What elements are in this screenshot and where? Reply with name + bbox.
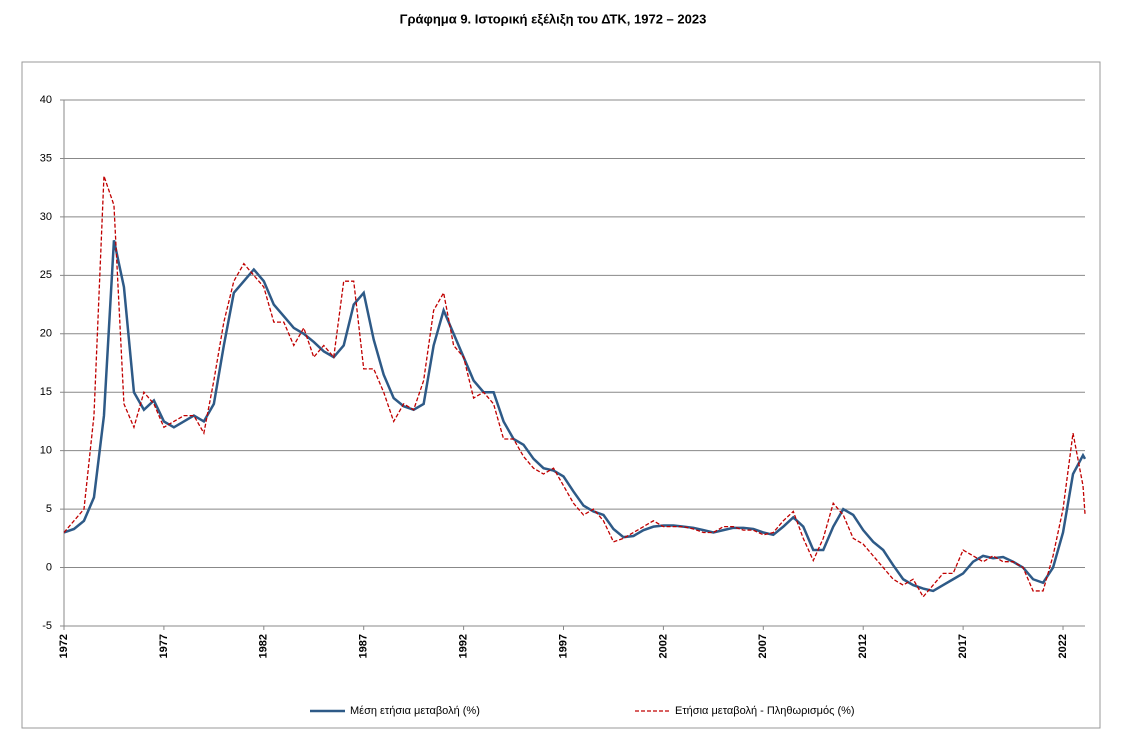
x-tick-label: 2017 (957, 634, 969, 658)
chart-title: Γράφημα 9. Ιστορική εξέλιξη του ΔΤΚ, 197… (400, 11, 707, 26)
y-tick-label: 25 (40, 269, 52, 281)
x-tick-label: 2007 (757, 634, 769, 658)
x-tick-label: 1997 (557, 634, 569, 658)
y-tick-label: 30 (40, 211, 52, 223)
y-tick-label: -5 (42, 620, 52, 632)
x-tick-label: 2012 (857, 634, 869, 658)
x-tick-label: 1987 (358, 634, 370, 658)
series-line (63, 175, 1086, 598)
y-tick-label: 35 (40, 152, 52, 164)
y-tick-label: 10 (40, 445, 52, 457)
x-tick-label: 1982 (258, 634, 270, 658)
y-tick-label: 40 (40, 94, 52, 106)
x-tick-label: 1992 (458, 634, 470, 658)
x-tick-label: 1972 (58, 634, 70, 658)
x-tick-label: 2002 (657, 634, 669, 658)
x-tick-label: 1977 (158, 634, 170, 658)
series-line (63, 240, 1087, 593)
chart-frame (21, 61, 1101, 729)
y-tick-label: 0 (46, 561, 52, 573)
legend-label: Μέση ετήσια μεταβολή (%) (350, 705, 480, 717)
y-tick-label: 20 (40, 328, 52, 340)
y-tick-label: 15 (40, 386, 52, 398)
y-tick-label: 5 (46, 503, 52, 515)
legend-label: Ετήσια μεταβολή - Πληθωρισμός (%) (675, 705, 855, 717)
x-tick-label: 2022 (1057, 634, 1069, 658)
